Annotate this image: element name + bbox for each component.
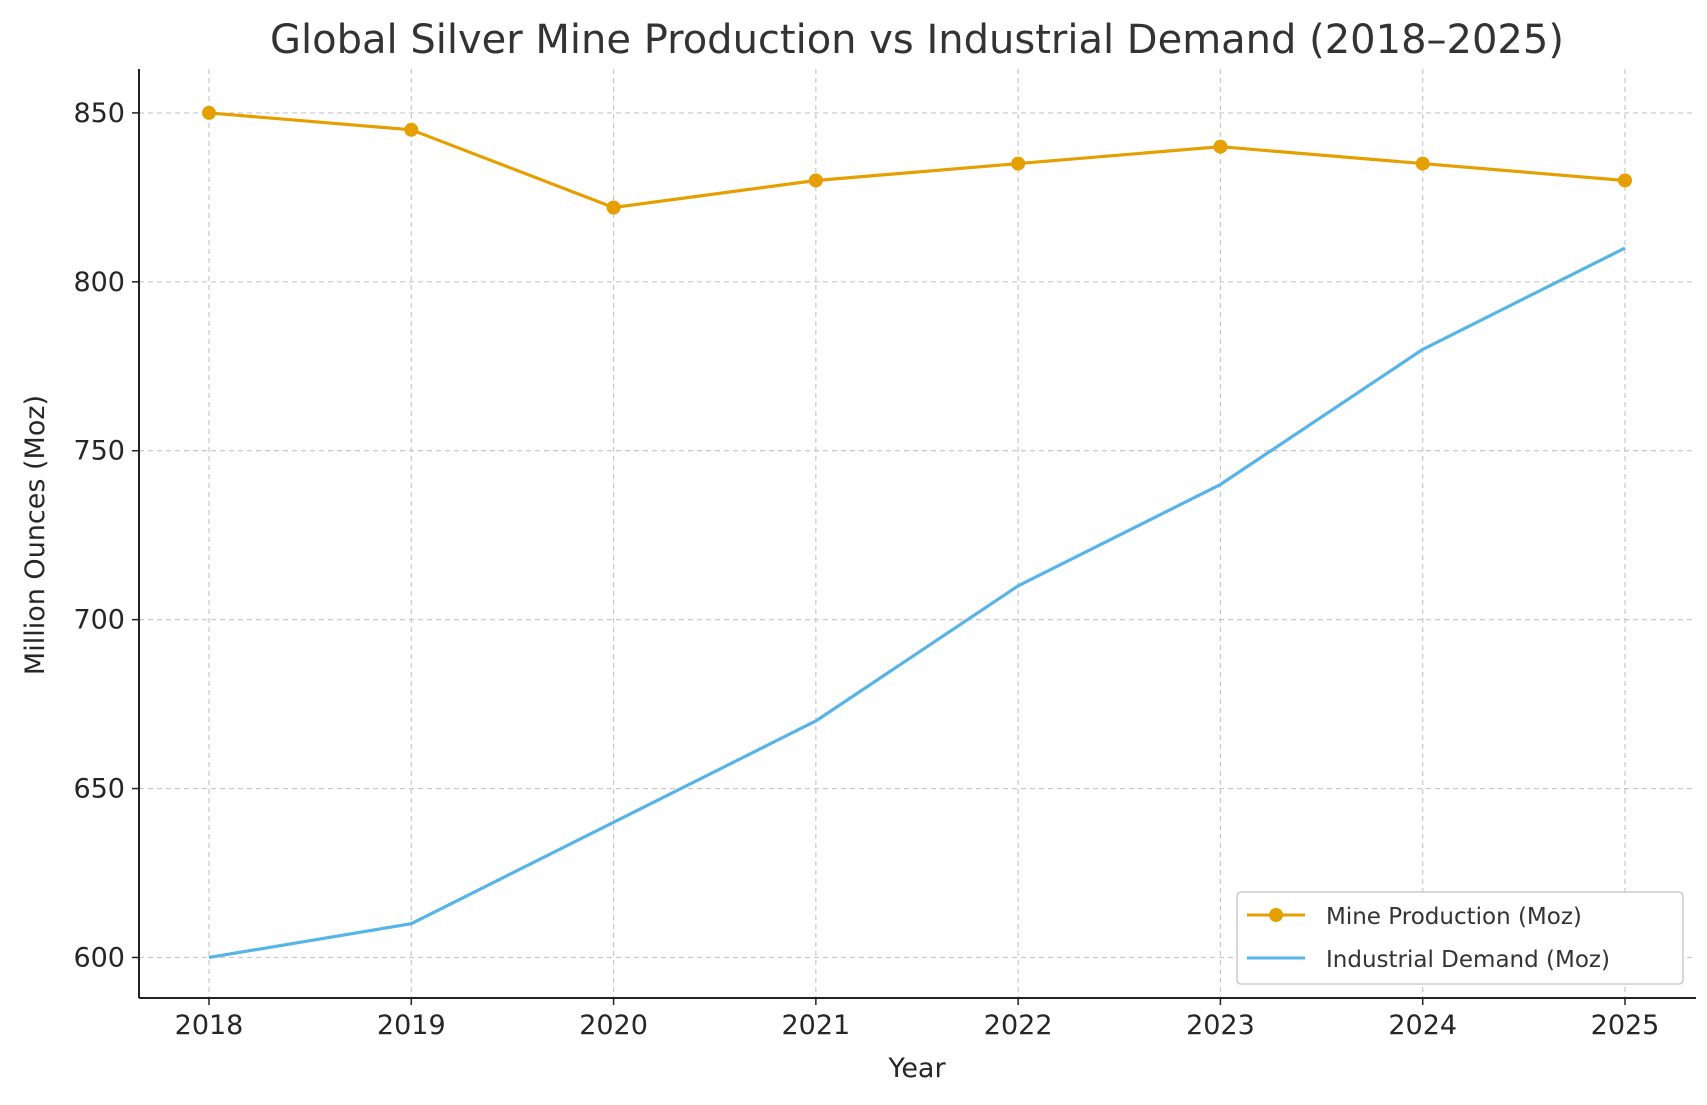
legend: Mine Production (Moz) Industrial Demand … <box>1236 891 1684 985</box>
x-ticks: 2018 2019 2020 2021 2022 2023 2024 2025 <box>175 998 1660 1041</box>
y-ticks: 600 650 700 750 800 850 <box>73 98 139 973</box>
x-tick-label: 2020 <box>579 1010 648 1041</box>
y-tick-label: 850 <box>73 98 125 129</box>
y-axis-label: Million Ounces (Moz) <box>20 395 51 675</box>
chart-title: Global Silver Mine Production vs Industr… <box>270 17 1564 63</box>
x-tick-label: 2019 <box>377 1010 446 1041</box>
series-line-mine-production-moz <box>208 111 1626 210</box>
y-tick-label: 750 <box>73 436 125 467</box>
series-layer <box>202 105 1632 960</box>
data-point-mine-production-moz <box>1415 156 1430 171</box>
data-point-mine-production-moz <box>202 105 216 120</box>
x-tick-label: 2023 <box>1186 1010 1255 1041</box>
y-tick-label: 600 <box>73 942 125 973</box>
x-axis-label: Year <box>887 1053 946 1084</box>
data-point-mine-production-moz <box>1213 139 1228 154</box>
x-tick-label: 2021 <box>781 1010 850 1041</box>
y-tick-label: 800 <box>73 267 125 298</box>
data-point-mine-production-moz <box>1618 173 1632 188</box>
x-tick-label: 2018 <box>175 1010 244 1041</box>
x-tick-label: 2025 <box>1591 1010 1660 1041</box>
y-tick-label: 650 <box>73 774 125 805</box>
data-point-mine-production-moz <box>808 173 823 188</box>
series-line-industrial-demand-moz <box>208 246 1626 960</box>
data-point-mine-production-moz <box>606 200 621 215</box>
grid <box>139 69 1696 998</box>
x-tick-label: 2022 <box>984 1010 1053 1041</box>
legend-label-industrial-demand: Industrial Demand (Moz) <box>1326 947 1610 973</box>
data-point-mine-production-moz <box>404 122 419 137</box>
legend-label-mine-production: Mine Production (Moz) <box>1326 904 1582 930</box>
legend-box <box>1236 891 1684 985</box>
data-point-mine-production-moz <box>1011 156 1026 171</box>
x-tick-label: 2024 <box>1388 1010 1457 1041</box>
y-tick-label: 700 <box>73 605 125 636</box>
legend-marker-mine-production <box>1269 908 1283 922</box>
